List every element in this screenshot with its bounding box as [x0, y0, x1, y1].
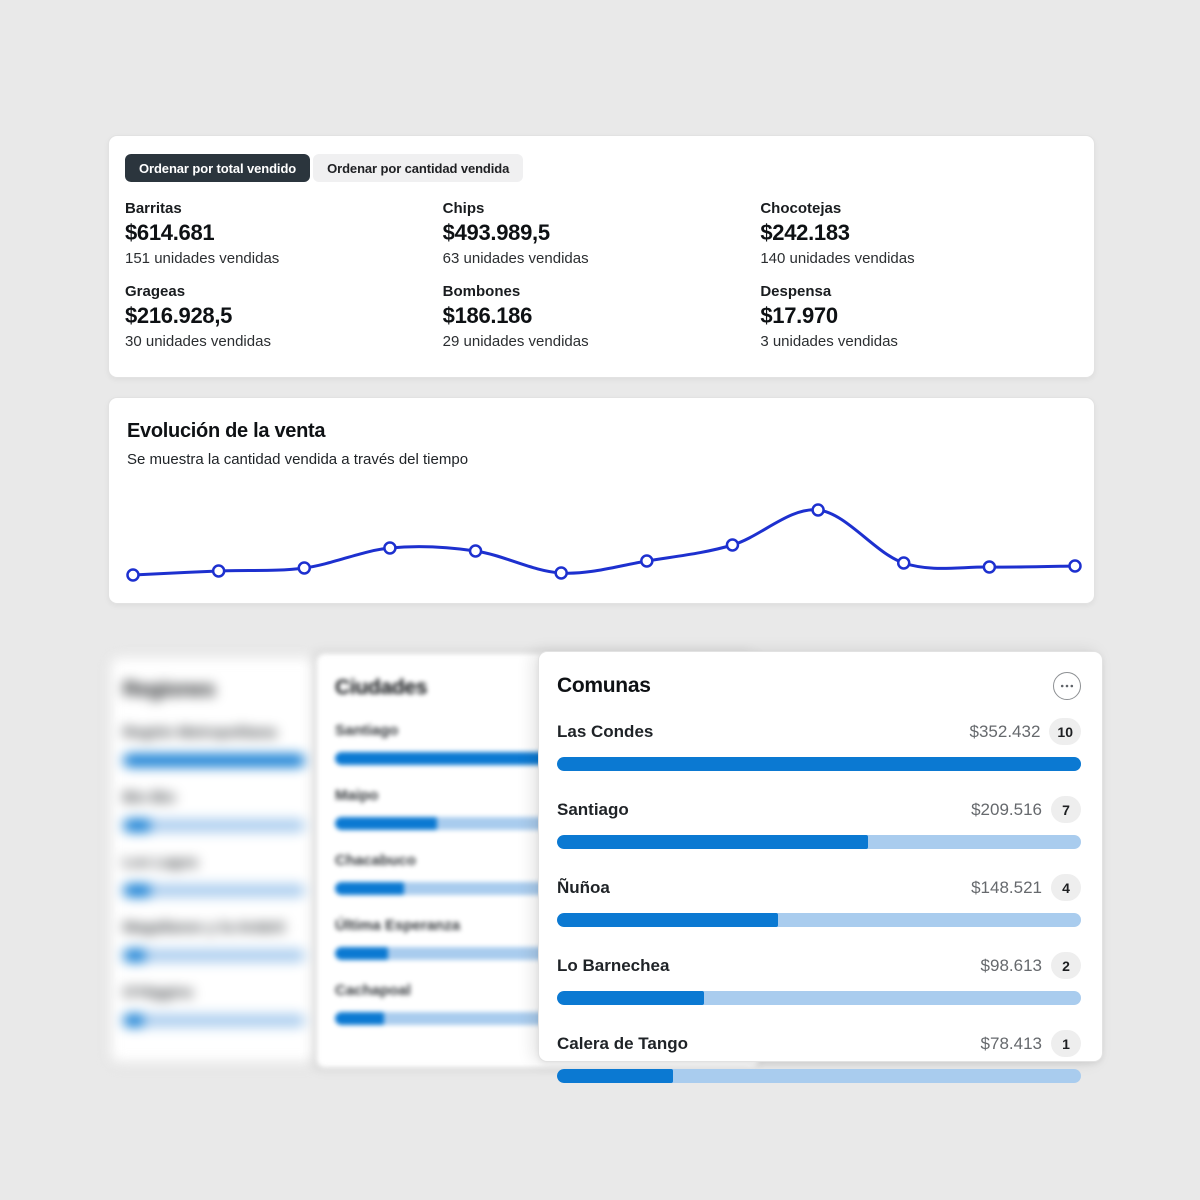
comunas-title: Comunas [557, 674, 651, 697]
comuna-value: $148.521 [971, 877, 1042, 897]
count-badge: 1 [1051, 1030, 1081, 1057]
evolution-subtitle: Se muestra la cantidad vendida a través … [127, 451, 469, 468]
comuna-row: Las Condes $352.432 10 [557, 718, 1081, 771]
count-badge: 2 [1051, 952, 1081, 979]
ellipsis-icon [1060, 684, 1074, 688]
comuna-name: Ñuñoa [557, 877, 610, 897]
region-name: Magallanes y la Antárti [123, 919, 285, 936]
stat-label: Grageas [125, 283, 186, 300]
comuna-bar [557, 757, 1081, 771]
stat-units: 29 unidades vendidas [442, 333, 589, 350]
region-bar [123, 1014, 305, 1027]
stat-label: Chocotejas [760, 200, 842, 217]
stat-label: Bombones [442, 283, 521, 300]
region-name: Bio Bio [123, 789, 176, 806]
line-chart-point [383, 541, 397, 555]
city-name: Cachapoal [335, 982, 411, 999]
comuna-name: Santiago [557, 799, 629, 819]
region-bar [123, 949, 305, 962]
region-name: Los Lagos [123, 854, 199, 871]
line-chart-point [297, 561, 312, 575]
line-chart-point [554, 566, 568, 580]
city-name: Chacabuco [335, 852, 416, 869]
stat-value: $186.186 [442, 303, 533, 328]
comuna-bar [557, 991, 1081, 1005]
line-chart-point [896, 556, 911, 570]
comuna-bar [557, 835, 1081, 849]
count-badge: 4 [1051, 874, 1081, 901]
stat-units: 3 unidades vendidas [760, 333, 898, 350]
region-name: Región Metropolitana [123, 724, 277, 741]
city-name: Última Esperanza [335, 917, 461, 934]
line-chart-point [982, 560, 997, 574]
count-badge: 10 [1049, 718, 1081, 745]
region-row: Magallanes y la Antárti [123, 919, 305, 962]
line-chart-point [126, 568, 140, 582]
stat-value: $242.183 [760, 220, 850, 245]
stat-value: $493.989,5 [442, 220, 550, 245]
comuna-row: Calera de Tango $78.413 1 [557, 1030, 1081, 1083]
stat-units: 140 unidades vendidas [760, 250, 915, 267]
stat-units: 30 unidades vendidas [125, 333, 271, 350]
region-row: Bio Bio [123, 789, 305, 832]
sort-by-quantity-button[interactable]: Ordenar por cantidad vendida [313, 154, 524, 182]
stat-bombones: Bombones $186.186 29 unidades vendidas [443, 283, 761, 350]
region-row: O'Higgins [123, 984, 305, 1027]
ciudades-title: Ciudades [335, 676, 428, 699]
comuna-bar [557, 913, 1081, 927]
evolution-title: Evolución de la venta [127, 420, 326, 442]
region-bar [123, 754, 305, 767]
stat-label: Barritas [125, 200, 182, 217]
comunas-panel: Comunas Las Condes $352.432 10 Santiago … [538, 651, 1103, 1083]
stat-label: Despensa [760, 283, 832, 300]
regiones-title: Regiones [123, 678, 216, 701]
line-chart-point [640, 554, 654, 568]
city-name: Maipo [335, 787, 379, 804]
line-chart-point [211, 564, 226, 578]
region-row: Región Metropolitana [123, 724, 305, 767]
product-stats-grid: Barritas $614.681 151 unidades vendidas … [125, 200, 1078, 350]
city-name: Santiago [335, 722, 399, 739]
line-chart-point [1068, 559, 1082, 573]
regiones-panel: Regiones Región Metropolitana Bio Bio Lo… [110, 657, 318, 1063]
comuna-bar [557, 1069, 1081, 1083]
region-bar [123, 819, 305, 832]
comuna-value: $209.516 [971, 799, 1042, 819]
line-chart-point [725, 538, 740, 552]
region-name: O'Higgins [123, 984, 194, 1001]
stat-label: Chips [442, 200, 485, 217]
comuna-row: Ñuñoa $148.521 4 [557, 874, 1081, 927]
sort-toggle-group: Ordenar por total vendido Ordenar por ca… [125, 154, 1078, 182]
comunas-header: Comunas [557, 672, 1081, 700]
stat-value: $216.928,5 [125, 303, 233, 328]
comuna-value: $78.413 [980, 1033, 1042, 1053]
stat-value: $614.681 [125, 220, 215, 245]
sales-summary-card: Ordenar por total vendido Ordenar por ca… [108, 135, 1095, 378]
region-row: Los Lagos [123, 854, 305, 897]
stat-chocotejas: Chocotejas $242.183 140 unidades vendida… [760, 200, 1078, 267]
line-chart-point [468, 544, 483, 558]
comuna-row: Santiago $209.516 7 [557, 796, 1081, 849]
stat-units: 151 unidades vendidas [125, 250, 280, 267]
evolution-card: Evolución de la venta Se muestra la cant… [108, 397, 1095, 604]
comuna-row: Lo Barnechea $98.613 2 [557, 952, 1081, 1005]
comuna-value: $98.613 [980, 955, 1042, 975]
line-chart-point [811, 503, 825, 517]
sort-by-total-button[interactable]: Ordenar por total vendido [125, 154, 311, 182]
comuna-value: $352.432 [969, 721, 1041, 741]
more-options-button[interactable] [1053, 672, 1081, 700]
region-bar [123, 884, 305, 897]
stat-barritas: Barritas $614.681 151 unidades vendidas [125, 200, 443, 267]
stat-grageas: Grageas $216.928,5 30 unidades vendidas [125, 283, 443, 350]
comuna-name: Lo Barnechea [557, 955, 670, 975]
stat-units: 63 unidades vendidas [442, 250, 589, 267]
evolution-line-chart [126, 503, 1082, 582]
stat-chips: Chips $493.989,5 63 unidades vendidas [443, 200, 761, 267]
comuna-name: Las Condes [557, 721, 654, 741]
count-badge: 7 [1051, 796, 1081, 823]
stat-despensa: Despensa $17.970 3 unidades vendidas [760, 283, 1078, 350]
comuna-name: Calera de Tango [557, 1033, 688, 1053]
stat-value: $17.970 [760, 303, 838, 328]
